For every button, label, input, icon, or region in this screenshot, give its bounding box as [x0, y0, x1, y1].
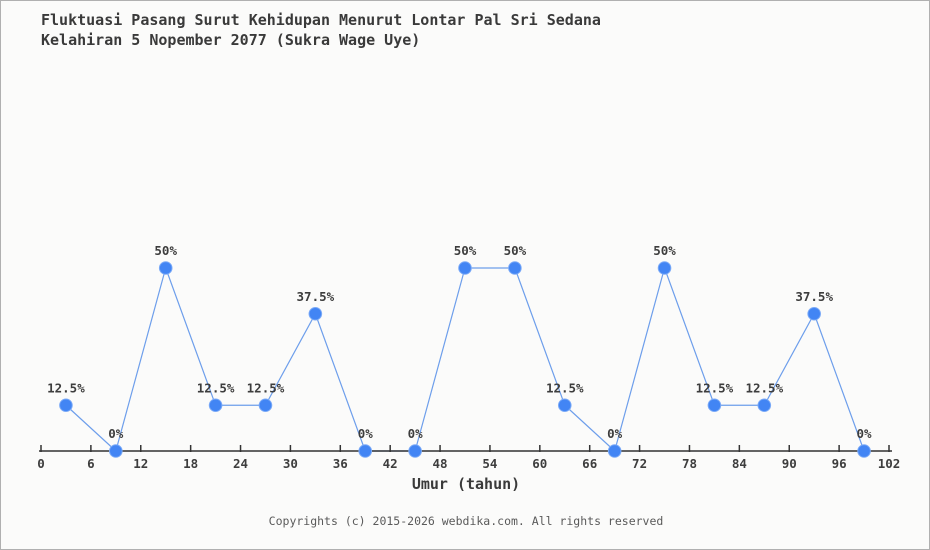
data-point-label: 12.5%	[197, 380, 235, 395]
data-point-label: 12.5%	[247, 380, 285, 395]
data-point-label: 0%	[408, 426, 424, 441]
chart-title: Fluktuasi Pasang Surut Kehidupan Menurut…	[41, 10, 601, 50]
chart-title-line2: Kelahiran 5 Nopember 2077 (Sukra Wage Uy…	[41, 31, 421, 49]
x-axis-tick-label: 78	[682, 456, 697, 471]
data-point[interactable]	[208, 398, 223, 413]
x-axis-tick-label: 30	[283, 456, 298, 471]
x-axis-tick-label: 102	[878, 456, 901, 471]
data-point[interactable]	[557, 398, 572, 413]
x-axis-title: Umur (tahun)	[411, 475, 521, 493]
data-point[interactable]	[857, 444, 871, 458]
footer-copyright: Copyrights (c) 2015-2026 webdika.com. Al…	[268, 514, 664, 528]
data-point[interactable]	[59, 398, 73, 413]
x-axis-tick-label: 48	[433, 456, 448, 471]
data-point[interactable]	[158, 261, 173, 275]
x-axis-tick-label: 96	[832, 456, 847, 471]
data-line	[65, 266, 865, 453]
x-axis-tick-label: 72	[632, 456, 647, 471]
data-point-label: 50%	[454, 243, 477, 258]
data-point[interactable]	[657, 261, 672, 275]
x-axis-tick-label: 42	[383, 456, 398, 471]
data-point[interactable]	[757, 398, 772, 413]
data-point-label: 12.5%	[47, 380, 85, 395]
chart-title-line1: Fluktuasi Pasang Surut Kehidupan Menurut…	[41, 11, 601, 29]
data-point-label: 50%	[154, 243, 177, 258]
data-point[interactable]	[408, 444, 422, 458]
x-axis-tick-label: 90	[782, 456, 797, 471]
data-point[interactable]	[109, 444, 123, 458]
data-point-label: 50%	[504, 243, 527, 258]
data-point[interactable]	[707, 398, 722, 413]
x-axis-tick-label: 36	[333, 456, 348, 471]
x-axis-tick-label: 12	[133, 456, 148, 471]
data-point-label: 0%	[358, 426, 374, 441]
data-point-label: 37.5%	[795, 289, 833, 304]
data-point[interactable]	[607, 444, 622, 458]
x-axis-tick-label: 0	[37, 456, 45, 471]
data-point[interactable]	[308, 306, 323, 321]
data-point[interactable]	[458, 261, 472, 275]
x-axis-tick-label: 66	[582, 456, 597, 471]
data-point-label: 0%	[607, 426, 623, 441]
data-point-label: 0%	[857, 426, 873, 441]
data-point-label: 12.5%	[745, 380, 783, 395]
data-point-label: 12.5%	[696, 380, 734, 395]
x-axis-tick-label: 84	[732, 456, 747, 471]
data-point[interactable]	[258, 398, 273, 413]
data-point-label: 0%	[108, 426, 124, 441]
data-point[interactable]	[508, 261, 522, 275]
x-axis-tick-label: 18	[183, 456, 198, 471]
data-point-label: 50%	[653, 243, 676, 258]
data-point[interactable]	[358, 444, 373, 458]
x-axis-tick-label: 60	[532, 456, 547, 471]
x-axis-tick-label: 6	[87, 456, 95, 471]
data-point-label: 37.5%	[297, 289, 335, 304]
data-point[interactable]	[807, 306, 821, 321]
x-axis-tick-label: 24	[233, 456, 248, 471]
x-axis-tick-label: 54	[482, 456, 497, 471]
data-point-label: 12.5%	[546, 380, 584, 395]
